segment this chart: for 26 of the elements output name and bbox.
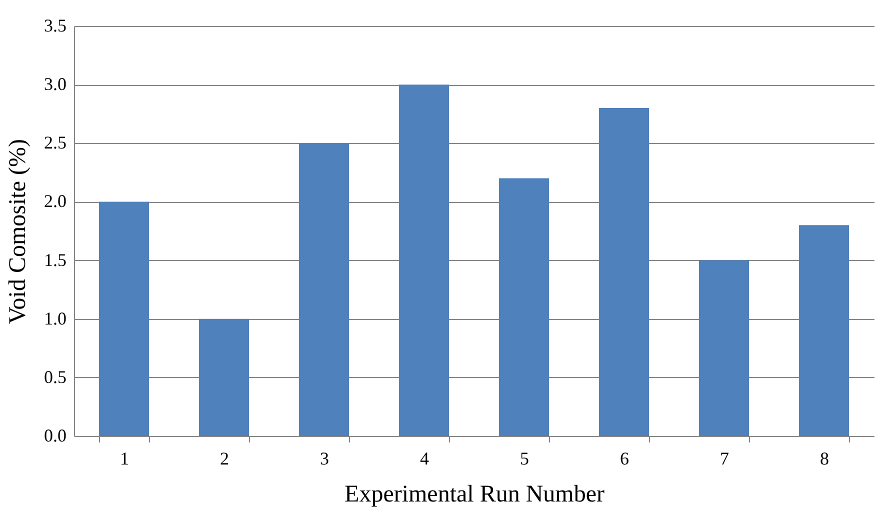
y-tick-label: 3.0: [44, 74, 66, 94]
y-tick-label: 3.5: [44, 16, 66, 36]
y-tick-label: 0.0: [44, 426, 66, 446]
bar: [99, 202, 149, 436]
y-tick-label: 1.0: [44, 308, 66, 328]
x-tick-label: 5: [520, 448, 529, 468]
bar: [299, 143, 349, 436]
bar: [699, 260, 749, 436]
bar: [399, 84, 449, 436]
bar: [199, 318, 249, 436]
x-tick-label: 8: [820, 448, 829, 468]
x-tick-label: 4: [420, 448, 429, 468]
bar: [599, 108, 649, 436]
x-tick-label: 6: [620, 448, 629, 468]
x-tick-label: 3: [320, 448, 329, 468]
y-tick-label: 1.5: [44, 250, 66, 270]
y-axis-title: Void Comosite (%): [5, 139, 31, 324]
bar: [799, 225, 849, 436]
x-tick-label: 1: [120, 448, 129, 468]
x-axis-title: Experimental Run Number: [344, 482, 604, 508]
bar: [499, 178, 549, 436]
x-tick-label: 2: [220, 448, 229, 468]
y-tick-label: 2.5: [44, 132, 66, 153]
y-tick-label: 2.0: [44, 191, 66, 212]
x-tick-label: 7: [720, 448, 729, 468]
y-tick-label: 0.5: [44, 366, 66, 387]
